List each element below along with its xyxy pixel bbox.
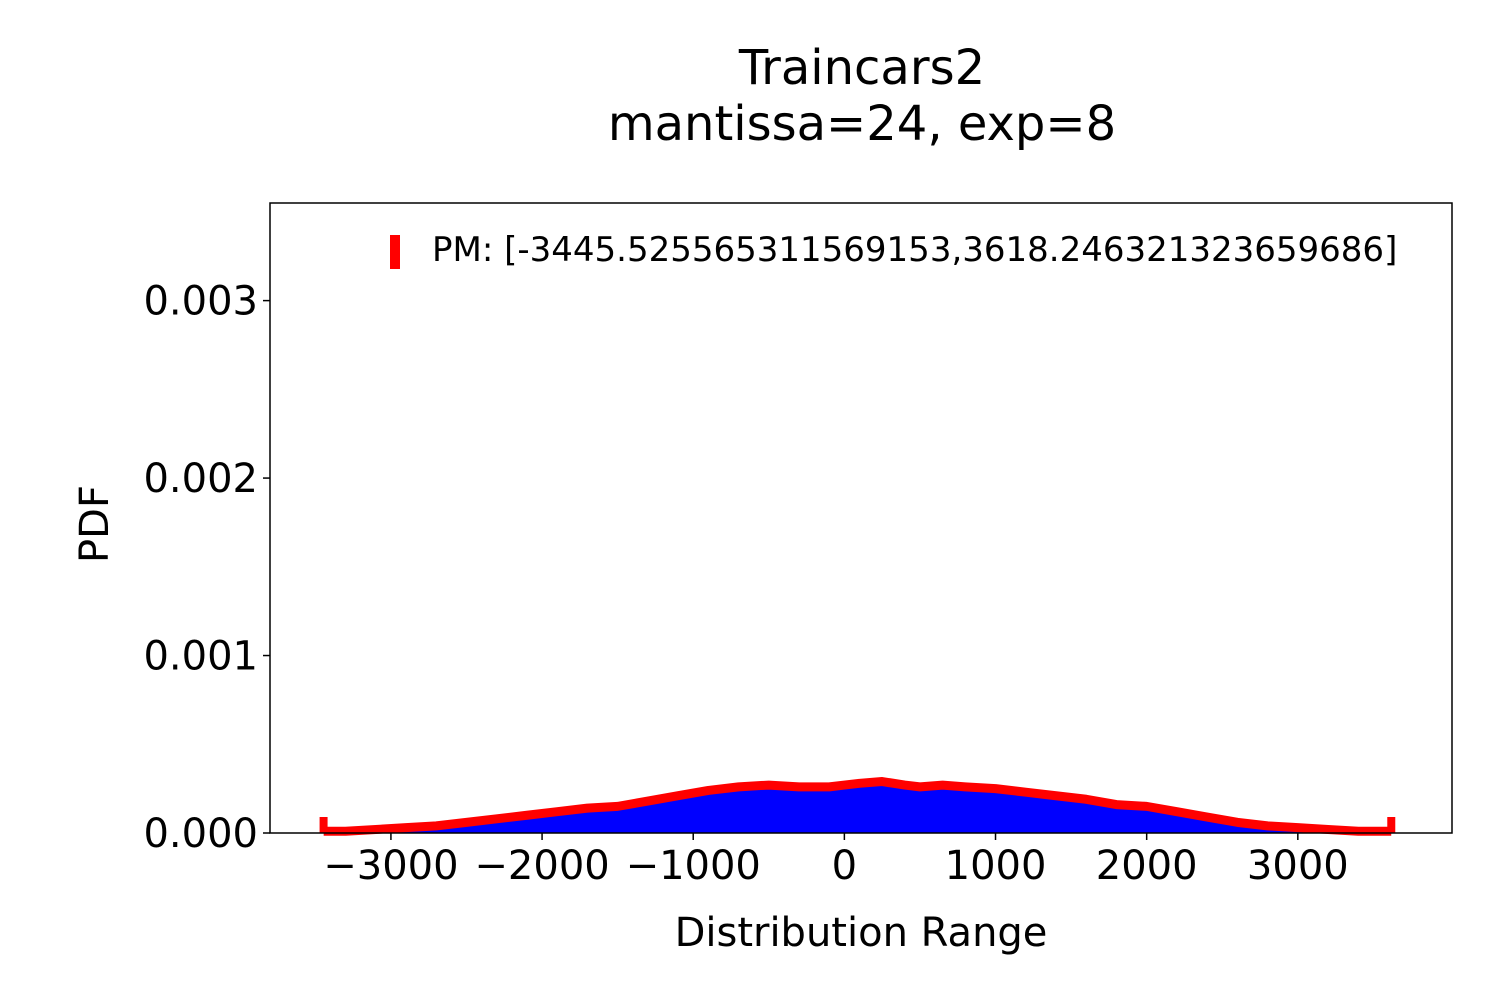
legend: PM: [-3445.525565311569153,3618.24632132…: [390, 230, 1397, 270]
x-axis-label: Distribution Range: [675, 910, 1048, 956]
y-axis-label: PDF: [72, 485, 118, 563]
plot-frame: [269, 202, 1453, 834]
legend-marker: [390, 235, 400, 269]
x-tick-label: 3000: [1247, 843, 1349, 889]
chart-subtitle: mantissa=24, exp=8: [608, 96, 1116, 152]
x-tick-label: 2000: [1096, 843, 1198, 889]
y-tick-label: 0.000: [143, 811, 258, 857]
x-axis: −3000 −2000 −1000 0 1000 2000 3000: [323, 833, 1349, 889]
x-tick-label: −1000: [626, 843, 761, 889]
x-tick-label: −3000: [323, 843, 458, 889]
x-tick-label: 1000: [945, 843, 1047, 889]
pm-line: [323, 777, 1392, 836]
x-tick-label: 0: [832, 843, 857, 889]
pm-line-series: [319, 777, 1396, 836]
histogram-series: [323, 781, 1392, 833]
y-tick-label: 0.001: [143, 634, 258, 680]
y-tick-label: 0.002: [143, 456, 258, 502]
histogram-area: [323, 781, 1392, 833]
legend-label: PM: [-3445.525565311569153,3618.24632132…: [432, 230, 1397, 270]
x-tick-label: −2000: [474, 843, 609, 889]
chart-title: Traincars2: [738, 40, 985, 96]
y-axis: 0.000 0.001 0.002 0.003: [143, 279, 270, 857]
y-tick-label: 0.003: [143, 279, 258, 325]
